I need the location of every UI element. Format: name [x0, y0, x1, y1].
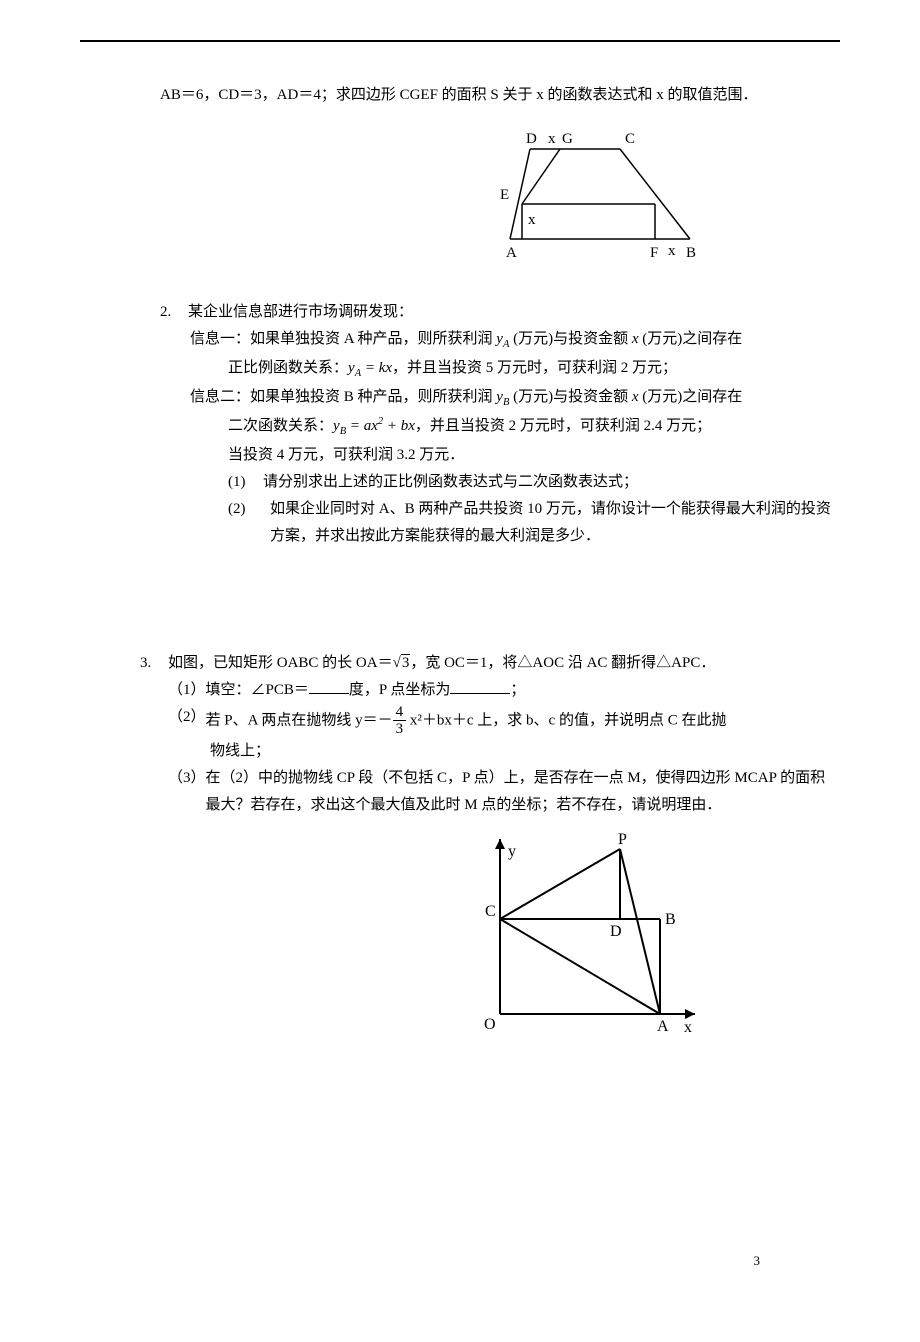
sqrt3: 3 [401, 654, 411, 671]
q2-sub2-num: (2) [228, 496, 270, 550]
q3-sub1-num: （1） [168, 677, 206, 704]
x-var2: x [632, 389, 639, 405]
q3-sub2: （2） 若 P、A 两点在抛物线 y＝－43 x²＋bx＋c 上，求 b、c 的… [168, 704, 840, 738]
q2-info1: 信息一：如果单独投资 A 种产品，则所获利润 yA (万元)与投资金额 x (万… [190, 326, 840, 355]
svg-text:A: A [506, 245, 517, 261]
figure-2: y P C D B O A x [460, 824, 840, 1054]
svg-text:P: P [618, 831, 627, 848]
info1-a: 如果单独投资 A 种产品，则所获利润 [250, 331, 496, 347]
info1-label: 信息一： [190, 331, 250, 347]
yA: y [496, 331, 503, 347]
info1-d: 正比例函数关系： [228, 360, 348, 376]
frac-num: 4 [393, 704, 407, 722]
svg-text:x: x [548, 131, 556, 147]
frac-den: 3 [393, 721, 407, 738]
q3-sub2-cont: 物线上； [210, 738, 840, 765]
p1-text: AB＝6，CD＝3，AD＝4；求四边形 CGEF 的面积 S 关于 x 的函数表… [160, 82, 840, 109]
q2-sub1: (1) 请分别求出上述的正比例函数表达式与二次函数表达式； [228, 469, 840, 496]
x-var: x [632, 331, 639, 347]
blank-2 [450, 679, 510, 694]
svg-text:E: E [500, 187, 509, 203]
svg-text:x: x [668, 243, 676, 259]
svg-text:F: F [650, 245, 658, 261]
svg-text:x: x [684, 1019, 692, 1036]
q3-sub3-num: （3） [168, 765, 206, 819]
svg-text:B: B [665, 911, 676, 928]
svg-text:C: C [625, 131, 635, 147]
eq2b: = ax [346, 418, 378, 434]
q2-intro: 某企业信息部进行市场调研发现： [188, 299, 840, 326]
page-number: 3 [754, 1249, 761, 1272]
svg-text:D: D [526, 131, 537, 147]
yB: y [496, 389, 503, 405]
q2: 2. 某企业信息部进行市场调研发现： [160, 299, 840, 326]
blank-1 [309, 679, 349, 694]
info2-b: (万元)与投资金额 [509, 389, 632, 405]
figure-1: D x G C E x A F x B [500, 129, 840, 279]
q2-info2: 信息二：如果单独投资 B 种产品，则所获利润 yB (万元)与投资金额 x (万… [190, 384, 840, 413]
info2-d: 二次函数关系： [228, 418, 333, 434]
fraction-icon: 43 [393, 704, 407, 738]
q2-sub2-text: 如果企业同时对 A、B 两种产品共投资 10 万元，请你设计一个能获得最大利润的… [270, 496, 840, 550]
q3-sub2-num: （2） [168, 704, 206, 738]
q3-intro-b: ，宽 OC＝1，将△AOC 沿 AC 翻折得△APC． [410, 655, 715, 671]
q2-sub1-num: (1) [228, 469, 263, 496]
q3-sub1-b: 度，P 点坐标为 [349, 682, 451, 698]
svg-text:x: x [528, 212, 536, 228]
svg-text:C: C [485, 903, 496, 920]
svg-text:B: B [686, 245, 696, 261]
q2-num: 2. [160, 299, 188, 326]
q2-info1-line2: 正比例函数关系：yA = kx，并且当投资 5 万元时，可获利润 2 万元； [228, 355, 840, 384]
info1-e: ，并且当投资 5 万元时，可获利润 2 万元； [392, 360, 677, 376]
q3-sub2-a: 若 P、A 两点在抛物线 y＝－ [206, 712, 393, 728]
q3-sub1-c: ； [510, 682, 525, 698]
svg-text:O: O [484, 1016, 496, 1033]
top-rule [80, 40, 840, 42]
eq2a: y [333, 418, 340, 434]
q3-sub1-a: 填空：∠PCB＝ [206, 682, 309, 698]
svg-text:D: D [610, 923, 622, 940]
q3-num: 3. [140, 650, 168, 677]
info1-b: (万元)与投资金额 [509, 331, 632, 347]
info2-e: ，并且当投资 2 万元时，可获利润 2.4 万元； [415, 418, 711, 434]
q3-sub1: （1） 填空：∠PCB＝ 度，P 点坐标为 ； [168, 677, 840, 704]
sqrt-icon: √ [393, 655, 401, 671]
eq1b: = kx [361, 360, 392, 376]
q3-sub3-text: 在（2）中的抛物线 CP 段（不包括 C，P 点）上，是否存在一点 M，使得四边… [206, 765, 840, 819]
svg-text:G: G [562, 131, 573, 147]
q2-info2-line2: 二次函数关系：yB = ax2 + bx，并且当投资 2 万元时，可获利润 2.… [228, 413, 840, 442]
q3-intro-a: 如图，已知矩形 OABC 的长 OA＝ [168, 655, 393, 671]
q2-info2-line3: 当投资 4 万元，可获利润 3.2 万元． [228, 442, 840, 469]
q2-sub1-text: 请分别求出上述的正比例函数表达式与二次函数表达式； [263, 469, 840, 496]
q3-sub2-b: x²＋bx＋c 上，求 b、c 的值，并说明点 C 在此抛 [406, 712, 726, 728]
q2-sub2: (2) 如果企业同时对 A、B 两种产品共投资 10 万元，请你设计一个能获得最… [228, 496, 840, 550]
svg-text:y: y [508, 843, 516, 860]
q3-sub3: （3） 在（2）中的抛物线 CP 段（不包括 C，P 点）上，是否存在一点 M，… [168, 765, 840, 819]
info2-c: (万元)之间存在 [639, 389, 743, 405]
eq2c: + bx [383, 418, 415, 434]
info2-a: 如果单独投资 B 种产品，则所获利润 [250, 389, 496, 405]
eq1a: y [348, 360, 355, 376]
svg-text:A: A [657, 1018, 669, 1035]
info2-label: 信息二： [190, 389, 250, 405]
q3: 3. 如图，已知矩形 OABC 的长 OA＝√3，宽 OC＝1，将△AOC 沿 … [140, 650, 840, 677]
info1-c: (万元)之间存在 [639, 331, 743, 347]
